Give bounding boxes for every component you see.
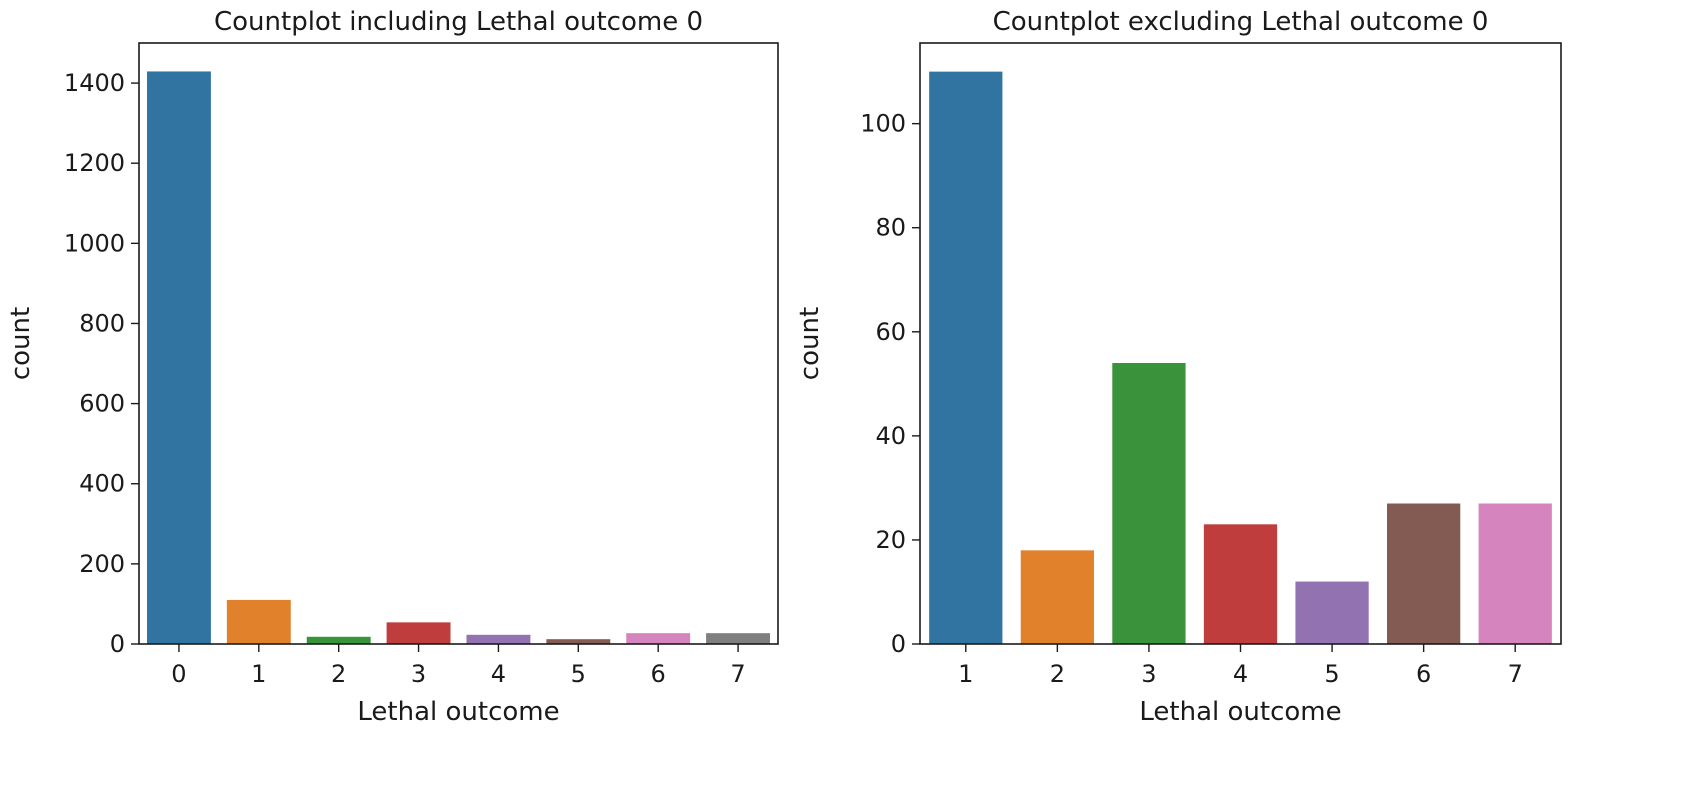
y-tick-label: 1200 — [64, 149, 125, 177]
x-tick-label: 7 — [1508, 660, 1523, 688]
bar-2 — [1020, 550, 1094, 644]
x-tick-label: 0 — [171, 660, 186, 688]
subplot-1: 0 1 2 3 4 5 6 7 0 200 400 600 800 1000 1200 1400 Countpl… — [6, 7, 779, 727]
y-tick-label: 80 — [875, 214, 906, 242]
bar-6 — [626, 633, 691, 644]
bar-3 — [1112, 363, 1186, 644]
x-tick-label: 6 — [1416, 660, 1431, 688]
y-tick-label: 800 — [79, 309, 125, 337]
x-tick-label: 4 — [1233, 660, 1248, 688]
y-tick-label: 400 — [79, 470, 125, 498]
x-tick-label: 2 — [331, 660, 346, 688]
bar-7 — [1478, 503, 1552, 644]
x-tick-label: 2 — [1050, 660, 1065, 688]
chart-title: Countplot including Lethal outcome 0 — [214, 7, 703, 37]
y-tick-label: 20 — [875, 526, 906, 554]
bar-4 — [466, 634, 531, 644]
y-axis-label: count — [795, 307, 825, 380]
y-tick-label: 100 — [860, 110, 906, 138]
x-axis-label: Lethal outcome — [357, 697, 559, 727]
subplot-2: 1 2 3 4 5 6 7 0 20 40 60 80 100 Countplot excluding L… — [795, 7, 1562, 727]
y-tick-label: 200 — [79, 550, 125, 578]
x-tick-label: 1 — [251, 660, 266, 688]
y-tick-label: 60 — [875, 318, 906, 346]
bar-2 — [306, 636, 371, 644]
y-tick-label: 1000 — [64, 229, 125, 257]
x-axis-label: Lethal outcome — [1139, 697, 1341, 727]
y-tick-label: 600 — [79, 390, 125, 418]
x-tick-label: 4 — [491, 660, 506, 688]
bar-6 — [1387, 503, 1461, 644]
plot-frame — [138, 42, 779, 645]
bar-3 — [386, 622, 451, 644]
y-tick-label: 1400 — [64, 69, 125, 97]
bar-5 — [1295, 581, 1369, 644]
x-tick-label: 3 — [1141, 660, 1156, 688]
bar-1 — [226, 599, 291, 644]
bar-7 — [706, 633, 771, 644]
bar-0 — [146, 71, 211, 644]
chart-title: Countplot excluding Lethal outcome 0 — [993, 7, 1489, 37]
x-tick-label: 5 — [571, 660, 586, 688]
bar-1 — [929, 71, 1003, 645]
bar-5 — [546, 639, 611, 644]
x-tick-label: 3 — [411, 660, 426, 688]
bar-4 — [1203, 524, 1278, 644]
x-tick-label: 7 — [730, 660, 745, 688]
y-tick-label: 40 — [875, 422, 906, 450]
x-tick-label: 5 — [1324, 660, 1339, 688]
x-tick-label: 1 — [958, 660, 973, 688]
y-tick-label: 0 — [110, 630, 125, 658]
y-tick-label: 0 — [891, 630, 906, 658]
y-axis-label: count — [6, 307, 36, 380]
x-tick-label: 6 — [651, 660, 666, 688]
